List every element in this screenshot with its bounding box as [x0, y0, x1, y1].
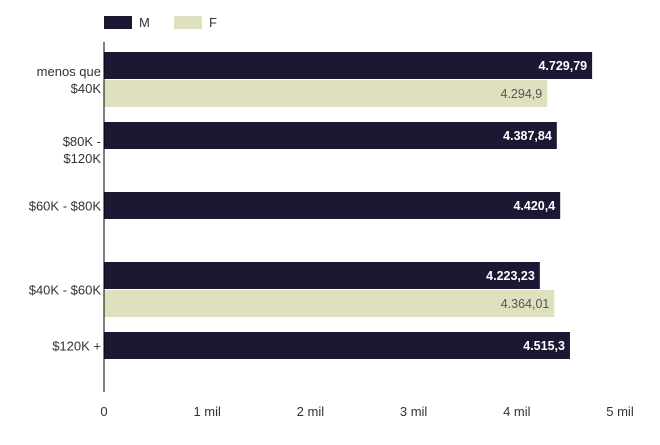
- x-tick-label-2: 2 mil: [297, 404, 325, 419]
- bar-f-0[interactable]: [104, 80, 548, 107]
- x-tick-label-5: 5 mil: [606, 404, 634, 419]
- bar-m-4[interactable]: [104, 332, 570, 359]
- x-tick-label-3: 3 mil: [400, 404, 428, 419]
- legend-label-f: F: [209, 15, 217, 30]
- y-tick-label-1-0: $80K -: [63, 134, 101, 149]
- x-tick-label-1: 1 mil: [193, 404, 221, 419]
- data-label-m-1: 4.387,84: [503, 129, 552, 143]
- x-tick-label-0: 0: [100, 404, 107, 419]
- data-label-m-2: 4.420,4: [513, 199, 555, 213]
- y-tick-label-2-0: $60K - $80K: [29, 199, 102, 214]
- data-label-m-0: 4.729,79: [538, 59, 587, 73]
- y-tick-label-0-1: $40K: [71, 81, 102, 96]
- y-axis-labels: menos que $40K $80K - $120K $60K - $80K $40K …: [29, 64, 102, 354]
- y-tick-label-3-0: $40K - $60K: [29, 283, 102, 298]
- legend-swatch-m: [104, 16, 132, 29]
- legend-swatch-f: [174, 16, 202, 29]
- data-label-m-3: 4.223,23: [486, 269, 535, 283]
- x-tick-label-4: 4 mil: [503, 404, 531, 419]
- legend-label-m: M: [139, 15, 150, 30]
- y-tick-label-4-0: $120K +: [52, 339, 101, 354]
- x-axis-labels: 0 1 mil 2 mil 3 mil 4 mil 5 mil: [100, 404, 633, 419]
- y-tick-label-0-0: menos que: [37, 64, 101, 79]
- bar-m-0[interactable]: [104, 52, 593, 79]
- bar-m-3[interactable]: [104, 262, 540, 289]
- bars-group: 4.729,79 4.294,9 4.387,84 4.420,4 4.223,23 4.…: [104, 52, 593, 359]
- bar-f-3[interactable]: [104, 290, 555, 317]
- data-label-f-3: 4.364,01: [501, 297, 550, 311]
- bar-m-1[interactable]: [104, 122, 557, 149]
- bar-m-2[interactable]: [104, 192, 561, 219]
- data-label-m-4: 4.515,3: [523, 339, 565, 353]
- y-tick-label-1-1: $120K: [63, 151, 101, 166]
- data-label-f-0: 4.294,9: [501, 87, 543, 101]
